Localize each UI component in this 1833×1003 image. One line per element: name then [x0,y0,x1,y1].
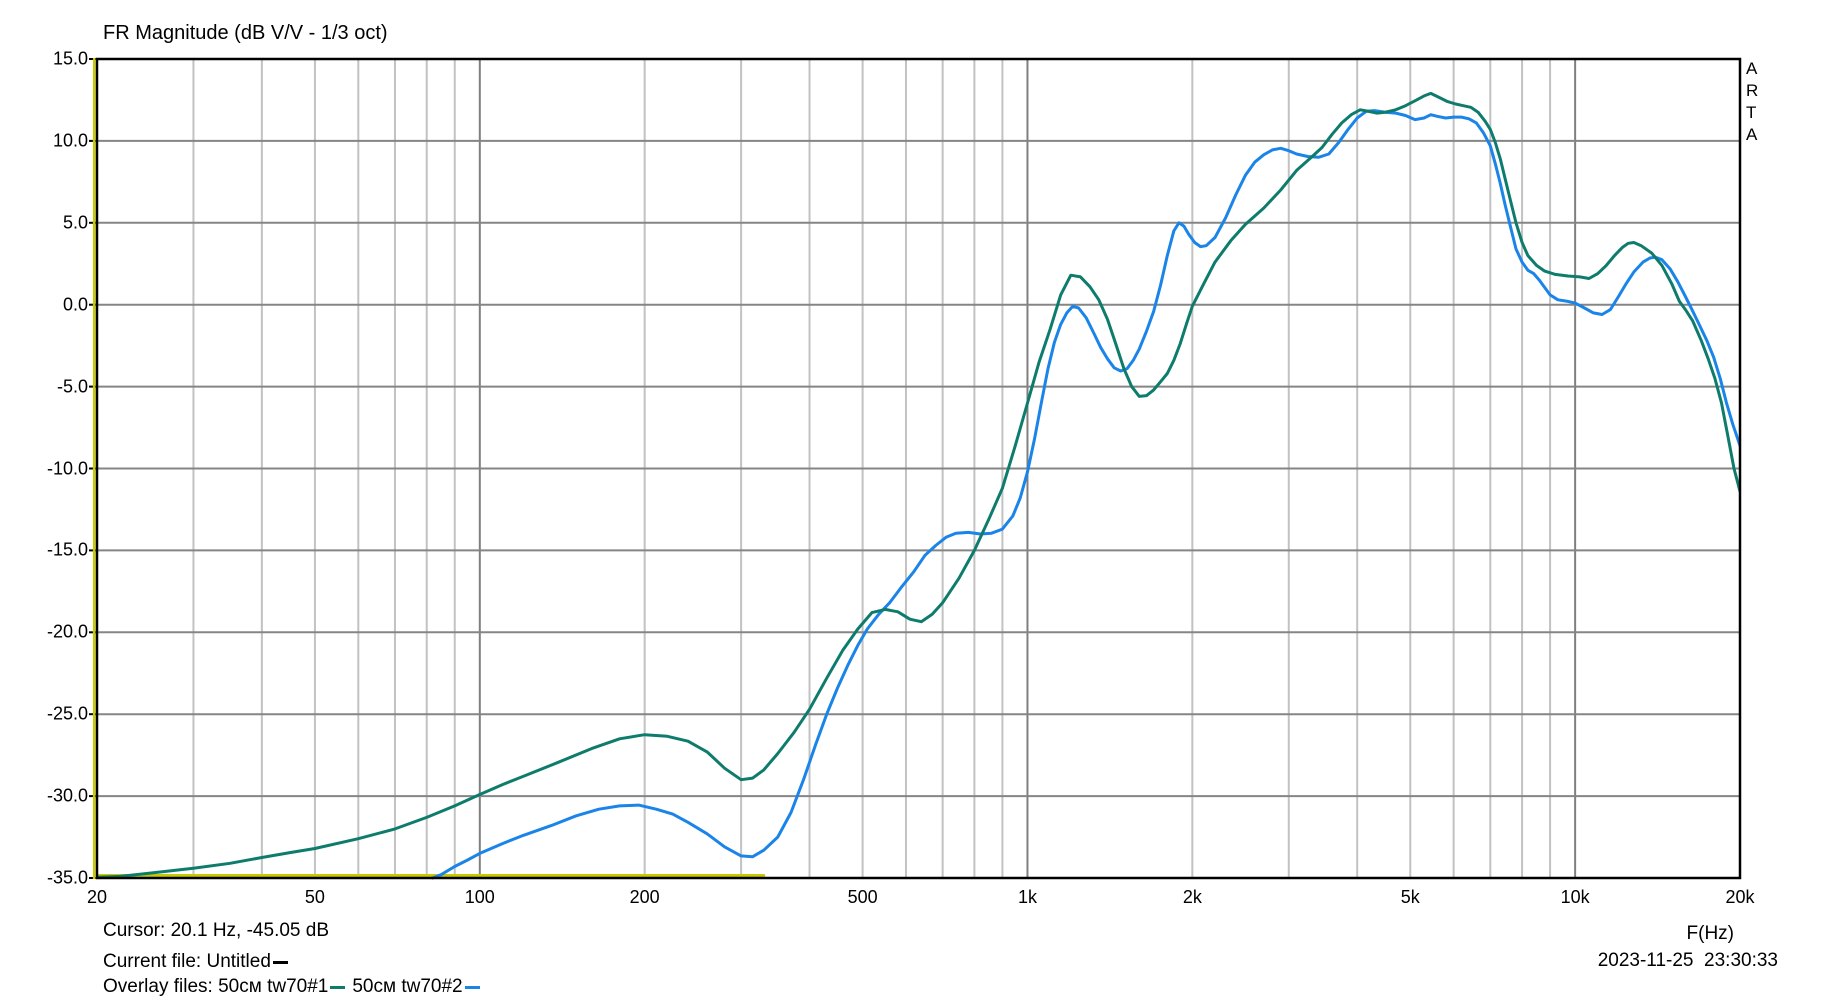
overlay-file-name: 50см tw70#1 [218,976,329,997]
current-file-label: Current file: Untitled [103,951,271,972]
x-axis-title: F(Hz) [1686,923,1734,944]
y-tick-label: -20.0 [46,621,88,642]
y-tick-label: -30.0 [46,785,88,806]
arta-letter: T [1746,103,1757,122]
y-tick-label: -5.0 [56,376,88,397]
overlay2-color-swatch [464,985,480,989]
arta-letter: R [1746,81,1759,100]
x-tick-label: 1k [1017,887,1037,907]
fr-curve [431,109,1741,880]
timestamp: 2023-11-25 23:30:33 [1597,950,1778,971]
overlay-files-row: Overlay files: 50см tw70#1 50см tw70#2 [103,976,480,998]
x-tick-label: 5k [1400,887,1420,907]
y-tick-label: 10.0 [52,130,88,151]
overlay-files-label: Overlay files: [103,976,219,997]
arta-letter: A [1746,59,1758,78]
cursor-readout: Cursor: 20.1 Hz, -45.05 dB [103,920,329,941]
x-tick-label: 20k [1725,887,1755,907]
x-tick-label: 10k [1560,887,1590,907]
arta-watermark: A R T A [1746,58,1758,146]
y-tick-label: -35.0 [46,867,88,888]
overlay1-color-swatch [330,985,346,989]
y-tick-label: 15.0 [52,48,88,69]
current-file-row: Current file: Untitled [103,951,288,973]
page-title: FR Magnitude (dB V/V - 1/3 oct) [103,22,388,44]
overlay-file-name: 50см tw70#2 [352,976,463,997]
plot-border [95,57,1742,880]
y-tick-label: -25.0 [46,703,88,724]
x-tick-label: 2k [1182,887,1202,907]
x-tick-label: 20 [86,887,108,907]
x-tick-label: 500 [847,887,878,907]
y-tick-label: -10.0 [46,458,88,478]
current-file-color-swatch [272,960,288,964]
arta-letter: A [1746,125,1758,144]
fr-curve [96,91,1741,879]
y-tick-label: 0.0 [62,294,88,315]
y-tick-label: 5.0 [62,212,88,233]
y-tick-label: -15.0 [46,539,88,560]
x-tick-label: 50 [304,887,325,907]
x-tick-label: 200 [629,887,660,907]
x-tick-label: 100 [464,887,495,907]
